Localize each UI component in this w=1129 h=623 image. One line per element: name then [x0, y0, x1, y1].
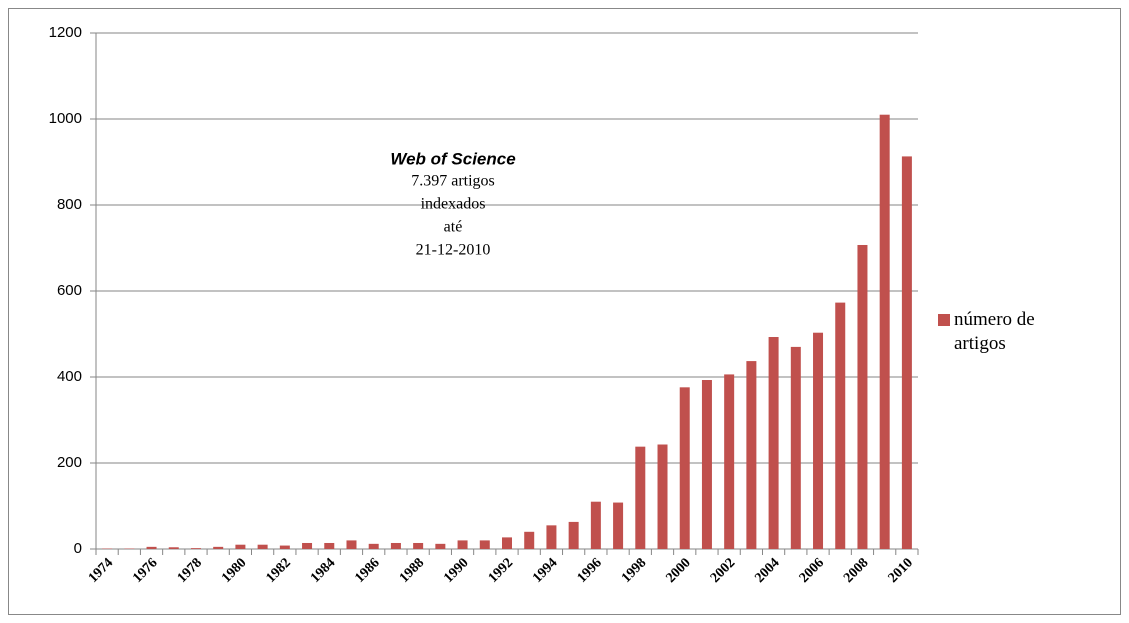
legend: número de artigos [938, 308, 1128, 356]
bar [168, 547, 179, 549]
x-tick-label: 1996 [575, 555, 605, 585]
x-tick-label: 1990 [441, 555, 471, 585]
bar [768, 337, 779, 549]
bar [390, 542, 401, 549]
bar [590, 501, 601, 549]
x-tick-label: 2010 [886, 555, 916, 585]
y-tick-label: 400 [57, 368, 82, 385]
bar [701, 380, 712, 549]
y-tick-label: 1000 [49, 110, 82, 127]
bar [613, 502, 624, 549]
annotation-line: até [444, 219, 463, 236]
bar [901, 156, 912, 549]
x-tick-label: 1976 [130, 555, 160, 585]
y-tick-label: 800 [57, 196, 82, 213]
bar [457, 540, 468, 549]
x-tick-label: 1974 [86, 555, 116, 585]
bar [257, 544, 268, 549]
y-tick-label: 200 [57, 454, 82, 471]
x-tick-label: 1988 [397, 555, 427, 585]
annotation-title: Web of Science [390, 149, 515, 168]
chart-border [8, 8, 1121, 615]
y-tick-label: 0 [74, 540, 82, 557]
annotation-line: 21-12-2010 [416, 242, 491, 259]
bar [524, 531, 535, 549]
bar [413, 542, 424, 549]
legend-label: número de artigos [954, 309, 1035, 354]
x-tick-label: 2002 [708, 555, 738, 585]
bar [346, 540, 357, 549]
x-tick-label: 1992 [486, 555, 516, 585]
bar [435, 543, 446, 549]
x-tick-label: 1998 [619, 555, 649, 585]
bar [279, 545, 290, 549]
bar [635, 446, 646, 549]
bar [857, 244, 868, 550]
x-tick-label: 1978 [175, 555, 205, 585]
bar [724, 374, 735, 549]
bar [146, 546, 157, 549]
x-tick-label: 1986 [352, 555, 382, 585]
bar [502, 537, 512, 549]
bar [835, 302, 846, 549]
x-tick-label: 1994 [530, 555, 560, 585]
legend-swatch [938, 314, 950, 326]
bar [190, 548, 201, 549]
x-tick-label: 2004 [752, 555, 782, 585]
x-tick-label: 1984 [308, 555, 338, 585]
annotation-line: 7.397 artigos [411, 173, 495, 190]
y-tick-label: 600 [57, 282, 82, 299]
bar [324, 542, 335, 549]
x-tick-label: 2006 [797, 555, 827, 585]
bar [790, 346, 801, 549]
annotation-line: indexados [421, 196, 486, 213]
bar [813, 332, 824, 549]
bar [213, 546, 224, 549]
bar [546, 525, 557, 549]
bar [746, 361, 757, 549]
bar [479, 540, 490, 549]
bar [879, 114, 890, 549]
bar [657, 444, 668, 549]
x-tick-label: 2000 [663, 555, 693, 585]
bar [368, 543, 379, 549]
x-tick-label: 1982 [264, 555, 294, 585]
x-tick-label: 2008 [841, 555, 871, 585]
bar [568, 521, 579, 549]
bar [679, 387, 690, 549]
y-tick-label: 1200 [49, 24, 82, 41]
bar [235, 544, 246, 549]
x-tick-label: 1980 [219, 555, 249, 585]
bar [302, 542, 313, 549]
